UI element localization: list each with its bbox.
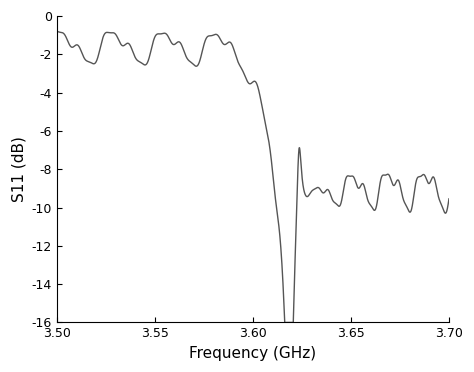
X-axis label: Frequency (GHz): Frequency (GHz) <box>190 346 317 361</box>
Y-axis label: S11 (dB): S11 (dB) <box>11 137 26 202</box>
